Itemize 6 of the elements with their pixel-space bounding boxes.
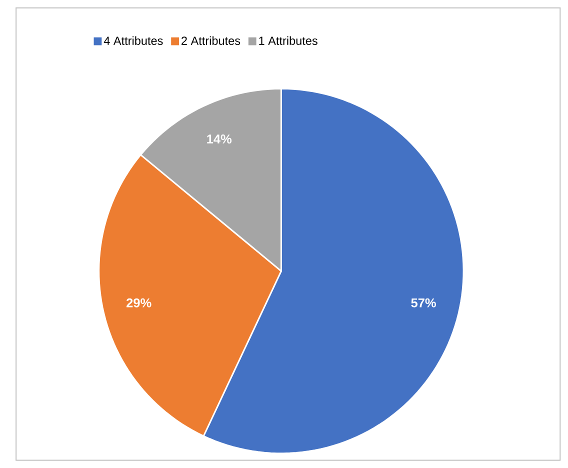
legend-label: 2 Attributes bbox=[182, 36, 240, 45]
legend-label: 1 Attributes bbox=[259, 36, 318, 45]
data-label: 57% bbox=[411, 298, 436, 308]
legend-label: 4 Attributes bbox=[104, 36, 163, 45]
data-label: 29% bbox=[126, 298, 152, 308]
data-label: 14% bbox=[207, 134, 232, 144]
